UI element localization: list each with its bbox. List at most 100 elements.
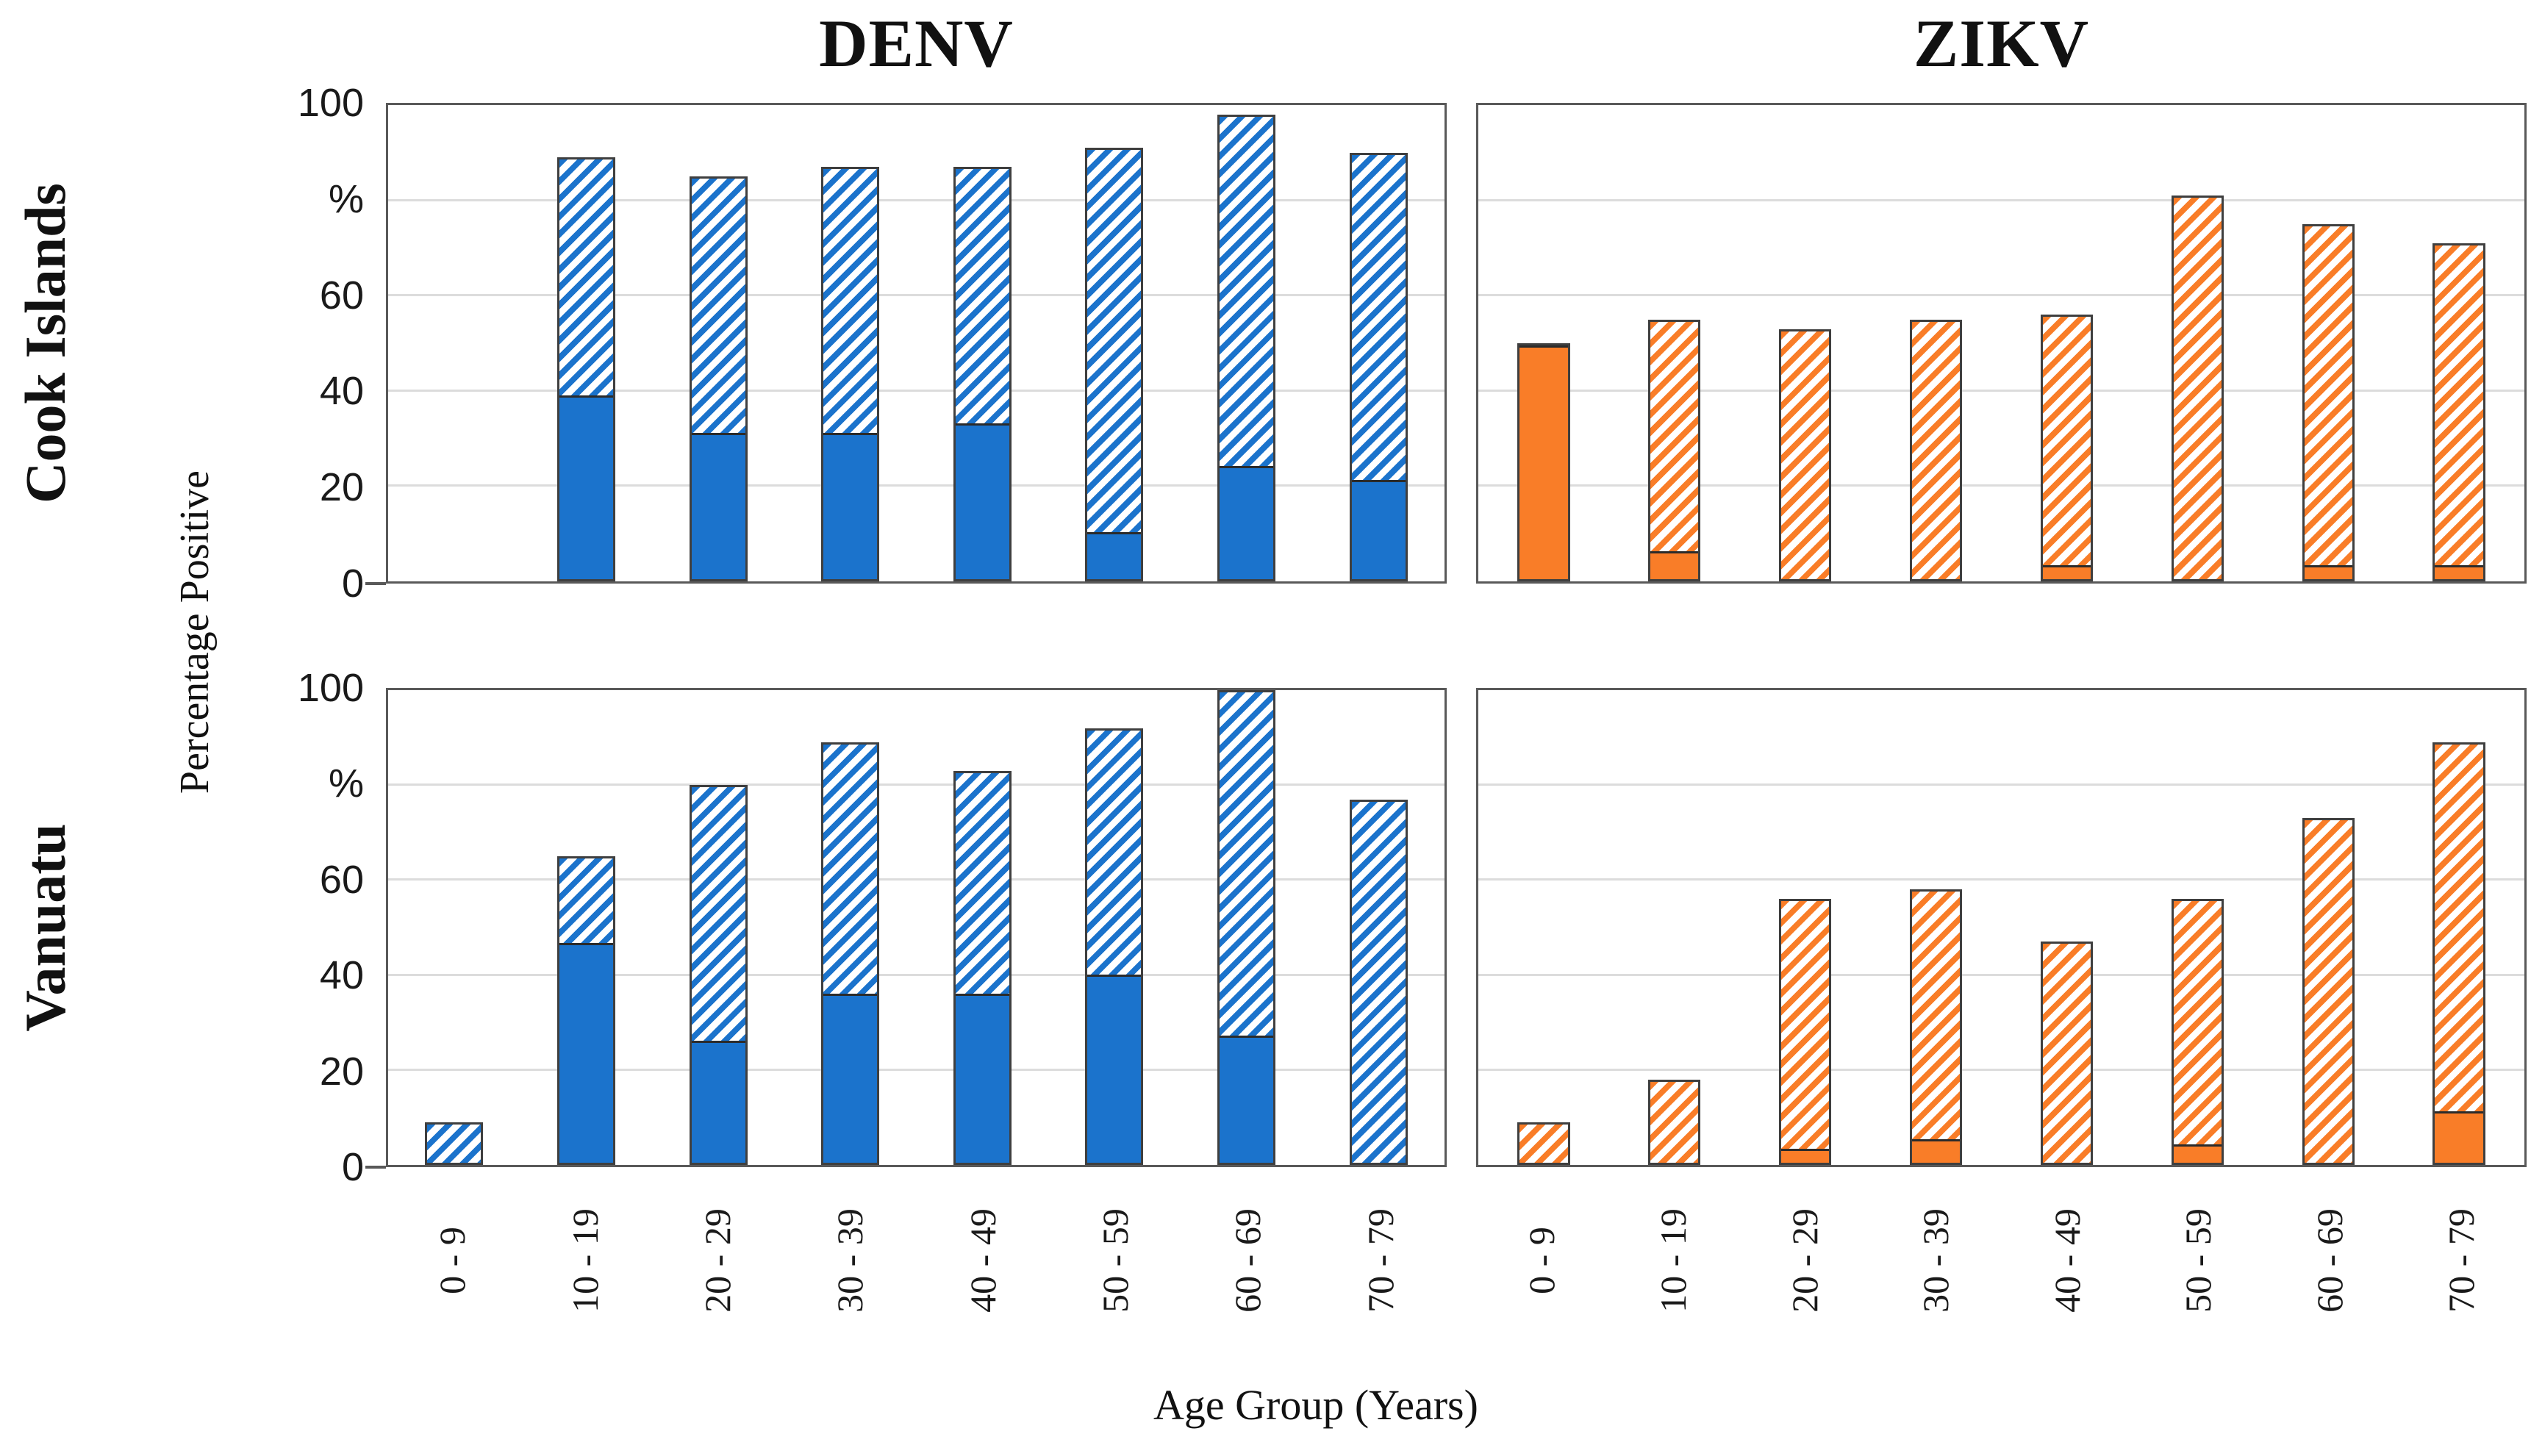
x-tick-label-denv-20-29: 20 - 29 <box>696 1208 738 1313</box>
x-tick-label-zikv-70-79: 70 - 79 <box>2440 1208 2482 1313</box>
bar-solid-segment <box>559 395 613 579</box>
bar-slot-0-9 <box>388 105 520 581</box>
bar-slot-30-39 <box>784 105 917 581</box>
gridline-20 <box>1478 1068 2524 1071</box>
panel-vanuatu-zikv <box>1476 688 2527 1167</box>
bar-slot-10-19 <box>520 690 653 1165</box>
bar-slot-70-79 <box>2394 690 2524 1165</box>
y-tick-label-top-1: % <box>328 176 364 221</box>
bar-slot-10-19 <box>520 105 653 581</box>
stacked-bar-vanuatu-denv-0-9 <box>425 1122 484 1165</box>
gridline-80 <box>1478 783 2524 786</box>
x-tick-label-zikv-10-19: 10 - 19 <box>1652 1208 1694 1313</box>
bar-solid-segment <box>559 942 613 1163</box>
y-tick-label-bottom-1: % <box>328 761 364 806</box>
bar-slot-30-39 <box>784 690 917 1165</box>
bar-solid-segment <box>1351 480 1406 579</box>
y-tick-label-bottom-2: 60 <box>319 857 364 902</box>
bar-slot-70-79 <box>1312 105 1445 581</box>
x-tick-label-zikv-40-49: 40 - 49 <box>2046 1208 2088 1313</box>
bar-slot-0-9 <box>1478 105 1609 581</box>
stacked-bar-vanuatu-denv-60-69 <box>1217 690 1276 1165</box>
x-tick-label-zikv-30-39: 30 - 39 <box>1915 1208 1957 1313</box>
panel-cook-islands-zikv <box>1476 103 2527 584</box>
stacked-bar-cook-islands-denv-70-79 <box>1349 152 1408 581</box>
x-axis-title: Age Group (Years) <box>1153 1381 1478 1429</box>
bar-solid-segment <box>2173 1144 2222 1163</box>
gridline-40 <box>388 389 1445 392</box>
x-tick-label-zikv-50-59: 50 - 59 <box>2177 1208 2219 1313</box>
bar-slot-40-49 <box>917 105 1049 581</box>
x-tick-label-zikv-0-9: 0 - 9 <box>1521 1227 1563 1294</box>
stacked-bar-vanuatu-denv-50-59 <box>1085 728 1144 1165</box>
gridline-60 <box>1478 294 2524 297</box>
bar-slot-10-19 <box>1609 105 1740 581</box>
bar-slot-70-79 <box>2394 105 2524 581</box>
bar-slot-20-29 <box>652 690 784 1165</box>
bar-solid-segment <box>823 433 878 579</box>
bar-slot-20-29 <box>1740 105 1871 581</box>
bar-slot-50-59 <box>2132 690 2263 1165</box>
bar-slot-10-19 <box>1609 690 1740 1165</box>
stacked-bar-cook-islands-zikv-10-19 <box>1648 319 1701 581</box>
x-tick-label-denv-70-79: 70 - 79 <box>1359 1208 1401 1313</box>
bar-slot-50-59 <box>1048 690 1181 1165</box>
stacked-bar-cook-islands-zikv-20-29 <box>1779 329 1832 581</box>
gridline-40 <box>1478 973 2524 976</box>
gridline-20 <box>388 484 1445 487</box>
stacked-bar-vanuatu-zikv-30-39 <box>1909 889 1963 1165</box>
stacked-bar-cook-islands-zikv-70-79 <box>2432 243 2485 581</box>
bar-slot-40-49 <box>2002 690 2133 1165</box>
zero-axis-tick <box>365 1166 386 1169</box>
stacked-bar-vanuatu-denv-40-49 <box>953 770 1012 1165</box>
stacked-bar-cook-islands-denv-10-19 <box>556 157 615 581</box>
bar-solid-segment <box>823 993 878 1163</box>
bar-slot-60-69 <box>2263 690 2394 1165</box>
gridline-60 <box>388 878 1445 881</box>
stacked-bar-cook-islands-denv-20-29 <box>689 176 748 581</box>
stacked-bar-vanuatu-zikv-50-59 <box>2171 899 2224 1165</box>
bar-solid-segment <box>1911 1139 1961 1163</box>
bar-slot-20-29 <box>1740 690 1871 1165</box>
y-tick-label-bottom-5: 0 <box>341 1145 364 1189</box>
x-tick-label-denv-0-9: 0 - 9 <box>432 1227 473 1294</box>
stacked-bar-vanuatu-zikv-60-69 <box>2302 818 2355 1165</box>
stacked-bar-vanuatu-zikv-0-9 <box>1517 1122 1570 1165</box>
bar-solid-segment <box>2435 1111 2483 1163</box>
stacked-bar-vanuatu-zikv-70-79 <box>2432 742 2485 1165</box>
zero-axis-tick <box>365 582 386 585</box>
bar-solid-segment <box>1087 531 1142 579</box>
bar-slot-60-69 <box>1181 105 1313 581</box>
bar-slot-50-59 <box>1048 105 1181 581</box>
gridline-80 <box>1478 198 2524 201</box>
bar-slot-30-39 <box>1871 105 2002 581</box>
bar-slot-50-59 <box>2132 105 2263 581</box>
stacked-bar-cook-islands-denv-60-69 <box>1217 114 1276 581</box>
bar-solid-segment <box>691 1041 745 1163</box>
bar-slot-60-69 <box>2263 105 2394 581</box>
gridline-60 <box>1478 878 2524 881</box>
stacked-bar-cook-islands-zikv-60-69 <box>2302 224 2355 581</box>
column-title-zikv: ZIKV <box>1913 6 2090 81</box>
stacked-bar-cook-islands-zikv-0-9 <box>1517 343 1570 581</box>
y-tick-label-top-3: 40 <box>319 369 364 414</box>
bar-solid-segment <box>2435 564 2483 579</box>
bar-slot-0-9 <box>1478 690 1609 1165</box>
gridline-20 <box>1478 484 2524 487</box>
gridline-80 <box>388 198 1445 201</box>
bar-solid-segment <box>1781 1148 1830 1163</box>
bar-solid-segment <box>1087 975 1142 1163</box>
y-tick-label-top-5: 0 <box>341 562 364 606</box>
stacked-bar-cook-islands-zikv-40-49 <box>2040 315 2093 581</box>
bar-solid-segment <box>1650 551 1699 579</box>
y-tick-label-top-4: 20 <box>319 465 364 510</box>
y-tick-label-bottom-4: 20 <box>319 1049 364 1094</box>
stacked-bar-vanuatu-denv-10-19 <box>556 856 615 1165</box>
y-tick-label-bottom-0: 100 <box>297 666 364 710</box>
stacked-bar-vanuatu-zikv-20-29 <box>1779 899 1832 1165</box>
bar-slot-60-69 <box>1181 690 1313 1165</box>
bar-slot-30-39 <box>1871 690 2002 1165</box>
stacked-bar-cook-islands-zikv-30-39 <box>1909 319 1963 581</box>
stacked-bar-vanuatu-zikv-10-19 <box>1648 1079 1701 1165</box>
